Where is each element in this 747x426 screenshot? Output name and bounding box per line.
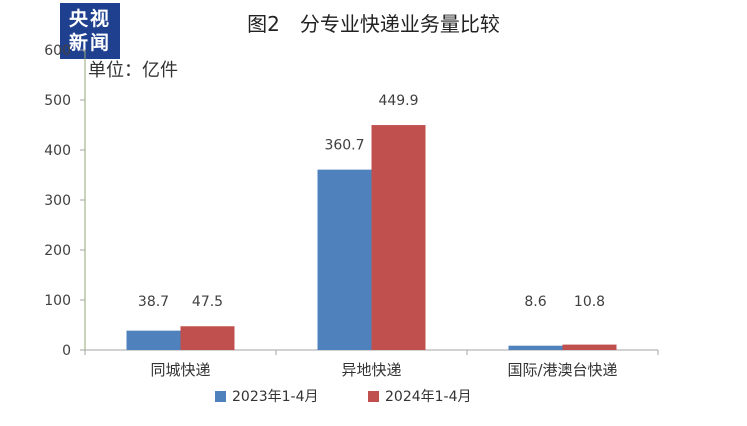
y-tick-label: 0: [62, 343, 71, 359]
legend-label-2024: 2024年1-4月: [385, 389, 472, 405]
cctv-news-logo: 央视 新闻: [60, 3, 120, 59]
legend-swatch-2023: [215, 390, 226, 402]
data-label: 10.8: [574, 294, 605, 310]
bar: [126, 330, 181, 350]
data-label: 449.9: [378, 93, 418, 109]
x-tick-label: 国际/港澳台快递: [507, 361, 617, 379]
x-tick-label: 同城快递: [150, 361, 210, 379]
bar: [371, 125, 426, 350]
data-label: 8.6: [524, 294, 546, 310]
legend-label-2023: 2023年1-4月: [232, 389, 319, 405]
y-tick-label: 200: [44, 243, 71, 259]
y-tick-label: 500: [44, 93, 71, 109]
legend-swatch-2024: [368, 390, 379, 402]
logo-line-2: 新闻: [68, 32, 111, 54]
bar: [562, 344, 617, 350]
chart-legend: 2023年1-4月 2024年1-4月: [0, 386, 747, 408]
legend-item-2023: 2023年1-4月: [215, 386, 319, 406]
data-label: 360.7: [324, 138, 364, 154]
chart-title: 图2 分专业快递业务量比较: [247, 12, 500, 36]
y-tick-label: 400: [44, 143, 71, 159]
y-tick-label: 100: [44, 293, 71, 309]
x-tick-label: 异地快递: [341, 361, 401, 379]
legend-item-2024: 2024年1-4月: [368, 386, 472, 406]
y-tick-label: 300: [44, 193, 71, 209]
y-tick-label: 600: [44, 43, 71, 59]
bar: [508, 345, 563, 350]
data-label: 47.5: [192, 294, 223, 310]
logo-line-1: 央视: [68, 8, 111, 30]
bar: [180, 326, 235, 350]
bar: [317, 169, 372, 350]
unit-label: 单位：亿件: [88, 60, 178, 81]
data-label: 38.7: [138, 294, 169, 310]
